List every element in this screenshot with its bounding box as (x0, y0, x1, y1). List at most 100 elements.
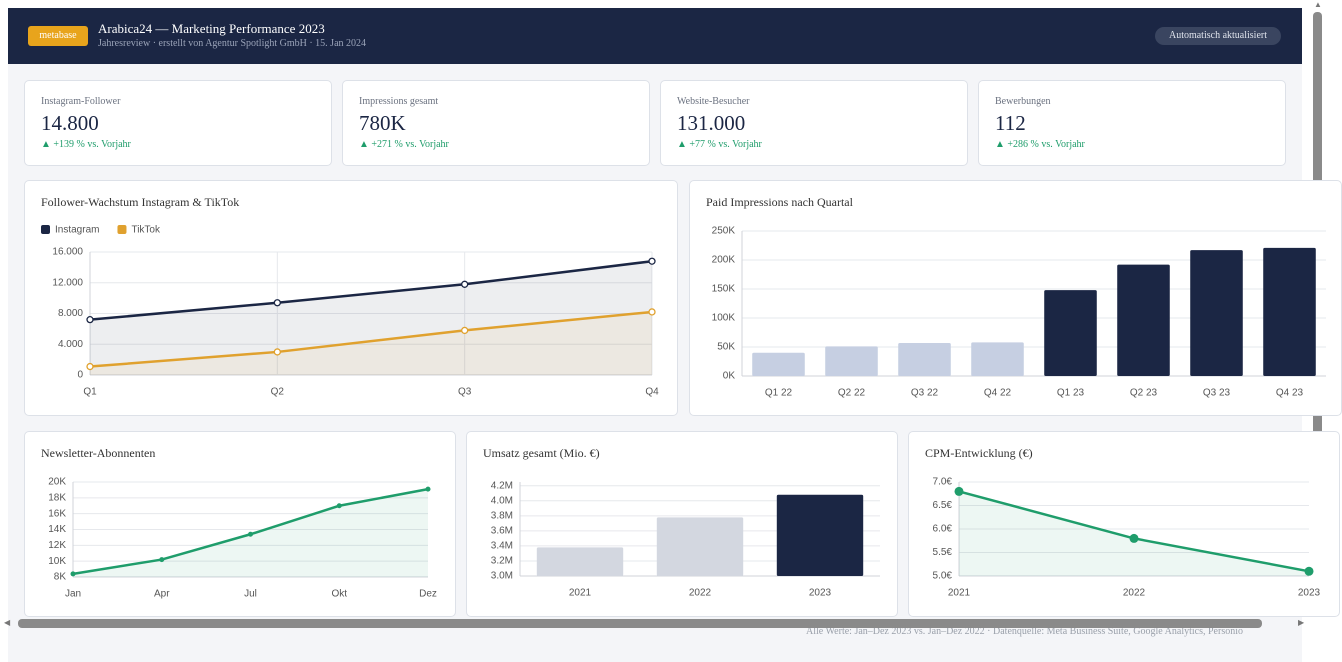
x-tick-label: 2021 (569, 588, 592, 599)
legend-label: TikTok (131, 225, 161, 236)
bar (1263, 247, 1316, 376)
y-tick-label: 3.2M (491, 556, 513, 567)
bar (776, 494, 864, 576)
x-tick-label: Q3 23 (1203, 388, 1231, 399)
point (70, 571, 76, 577)
y-tick-label: 12K (48, 540, 66, 551)
y-tick-label: 3.6M (491, 526, 513, 537)
x-tick-label: 2022 (1123, 588, 1146, 599)
y-tick-label: 3.0M (491, 571, 513, 582)
point (425, 486, 431, 492)
chart-title: Follower-Wachstum Instagram & TikTok (41, 195, 239, 209)
kpi-label: Bewerbungen (995, 96, 1051, 107)
y-tick-label: 250K (712, 226, 736, 237)
point (461, 326, 469, 335)
y-tick-label: 6.5€ (933, 500, 953, 511)
point (1129, 533, 1139, 543)
chart-panel: Newsletter-Abonnenten 8K 10K 12K 14K 16K 18K 20… (24, 431, 456, 617)
dashboard-title: Arabica24 — Marketing Performance 2023 (98, 21, 325, 36)
x-tick-label: Dez (419, 589, 437, 600)
y-tick-label: 14K (48, 524, 66, 535)
auto-refresh-badge[interactable]: Automatisch aktualisiert (1155, 27, 1281, 45)
x-tick-label: Q1 23 (1057, 388, 1085, 399)
y-tick-label: 100K (712, 313, 736, 324)
y-tick-label: 5.5€ (933, 547, 953, 558)
point (86, 362, 94, 371)
legend-label: Instagram (55, 225, 99, 236)
bar (536, 547, 624, 576)
y-tick-label: 4.000 (58, 339, 83, 350)
y-tick-label: 200K (712, 255, 736, 266)
y-tick-label: 7.0€ (933, 477, 953, 488)
y-tick-label: 3.4M (491, 541, 513, 552)
kpi-card: Website-Besucher 131.000 ▲ +77 % vs. Vorja… (660, 80, 968, 166)
y-tick-label: 0 (77, 370, 83, 381)
chart-panel: Umsatz gesamt (Mio. €) 3.0M 3.2M 3.4M 3.6M 3.… (466, 431, 898, 617)
y-tick-label: 12.000 (52, 277, 83, 288)
y-tick-label: 5.0€ (933, 571, 953, 582)
point (248, 531, 253, 537)
x-tick-label: Q2 23 (1130, 388, 1158, 399)
x-tick-label: Q3 (458, 387, 472, 398)
legend-swatch (41, 225, 50, 234)
x-tick-label: Q1 22 (765, 388, 793, 399)
point (1304, 566, 1314, 576)
scroll-right-arrow[interactable]: ▶ (1298, 618, 1305, 627)
point (86, 315, 94, 324)
chart-title: Umsatz gesamt (Mio. €) (483, 446, 600, 460)
kpi-value: 131.000 (677, 111, 746, 135)
y-tick-label: 8.000 (58, 308, 83, 319)
y-tick-label: 50K (717, 342, 735, 353)
kpi-delta: ▲ +271 % vs. Vorjahr (359, 139, 449, 150)
bar (1117, 264, 1170, 376)
kpi-card: Bewerbungen 112 ▲ +286 % vs. Vorjahr (978, 80, 1286, 166)
point (273, 299, 281, 307)
y-tick-label: 16K (48, 508, 66, 519)
y-tick-label: 3.8M (491, 510, 513, 521)
bar (1044, 290, 1097, 376)
scroll-up-arrow[interactable]: ▲ (1314, 0, 1322, 9)
area (90, 311, 652, 375)
kpi-delta: ▲ +77 % vs. Vorjahr (677, 139, 762, 150)
x-tick-label: Q4 (645, 387, 659, 398)
point (159, 557, 165, 563)
x-tick-label: Q3 22 (911, 388, 939, 399)
point (461, 280, 469, 288)
point (648, 308, 656, 316)
area (959, 491, 1309, 576)
x-tick-label: Q2 22 (838, 388, 866, 399)
y-tick-label: 20K (48, 477, 66, 488)
chart-panel: CPM-Entwicklung (€) 5.0€ 5.5€ 6.0€ 6.5€ 7.0€ 2… (908, 431, 1340, 617)
kpi-label: Website-Besucher (677, 96, 750, 107)
x-tick-label: 2023 (809, 588, 832, 599)
point (954, 486, 964, 496)
y-tick-label: 18K (48, 492, 66, 503)
y-tick-label: 4.2M (491, 480, 513, 491)
chart-title: Newsletter-Abonnenten (41, 446, 155, 460)
chart-panel: Follower-Wachstum Instagram & TikTok 0 4.0… (24, 180, 678, 416)
x-tick-label: Okt (331, 589, 347, 600)
kpi-label: Impressions gesamt (359, 96, 439, 107)
scroll-left-arrow[interactable]: ◀ (4, 618, 11, 627)
y-tick-label: 10K (48, 556, 66, 567)
kpi-value: 112 (995, 111, 1026, 135)
y-tick-label: 16.000 (52, 247, 83, 258)
x-tick-label: Q1 (83, 387, 97, 398)
area (90, 261, 652, 375)
kpi-card: Impressions gesamt 780K ▲ +271 % vs. Vorja… (342, 80, 650, 166)
bar (752, 352, 805, 376)
chart-title: CPM-Entwicklung (€) (925, 446, 1033, 460)
kpi-value: 14.800 (41, 111, 99, 135)
footer-note: Alle Werte: Jan–Dez 2023 vs. Jan–Dez 202… (806, 626, 1243, 637)
line (89, 259, 653, 321)
area (73, 489, 428, 577)
logo[interactable]: metabase (28, 26, 88, 46)
kpi-value: 780K (359, 111, 406, 135)
horizontal-scrollbar[interactable] (18, 619, 1262, 628)
y-tick-label: 6.0€ (933, 524, 953, 535)
x-tick-label: Jul (244, 589, 257, 600)
bar (898, 342, 951, 376)
y-tick-label: 8K (54, 572, 67, 583)
x-tick-label: Jan (65, 589, 81, 600)
bar (825, 346, 878, 376)
